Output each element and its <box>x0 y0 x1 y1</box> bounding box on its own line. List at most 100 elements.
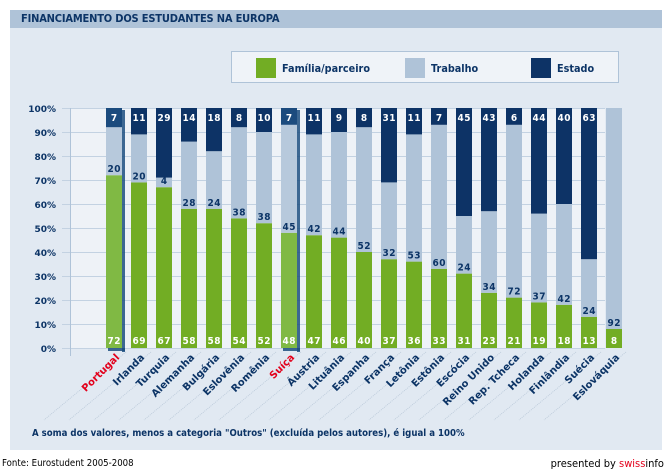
highlight-shadow <box>297 110 300 352</box>
bar-segment-famliaparceiro <box>556 304 572 348</box>
data-label-familia: 19 <box>533 336 546 347</box>
bar-segment-trabalho <box>481 211 497 293</box>
bar-segment-estado <box>556 108 572 204</box>
data-label-estado: 18 <box>208 113 221 124</box>
legend-swatch-estado <box>531 58 551 78</box>
bar-segment-famliaparceiro <box>306 235 322 348</box>
bar-segment-estado <box>181 108 197 142</box>
bar-segment-famliaparceiro <box>381 259 397 348</box>
legend-item-estado: Estado <box>531 58 599 78</box>
bar-segment-trabalho <box>431 124 447 269</box>
bar-segment-famliaparceiro <box>506 297 522 348</box>
presented-by[interactable]: presented by swissinfo <box>551 457 664 470</box>
data-label-trabalho: 34 <box>483 282 496 293</box>
data-label-estado: 10 <box>258 113 271 124</box>
bar-segment-famliaparceiro <box>131 182 147 348</box>
bar-segment-famliaparceiro <box>406 261 422 348</box>
bar-segment-trabalho <box>256 132 272 224</box>
bar-segment-estado <box>106 108 122 128</box>
data-label-familia: 13 <box>583 336 596 347</box>
category-guide-line <box>468 351 552 421</box>
bar-segment-famliaparceiro <box>481 292 497 348</box>
bar-segment-famliaparceiro <box>206 208 222 348</box>
data-label-familia: 36 <box>408 336 421 347</box>
y-tick-label: 60% <box>34 201 56 211</box>
y-tick-label: 30% <box>34 273 56 283</box>
bar-segment-famliaparceiro <box>281 232 297 348</box>
data-label-estado: 8 <box>236 113 242 124</box>
bar-segment-famliaparceiro <box>581 316 597 348</box>
data-label-familia: 31 <box>458 336 471 347</box>
category-guide-line <box>43 351 127 421</box>
bar-segment-trabalho <box>131 134 147 183</box>
data-label-trabalho: 52 <box>358 241 371 252</box>
bar-segment-estado <box>356 108 372 128</box>
category-guide-line <box>418 351 502 421</box>
bar-segment-famliaparceiro <box>156 187 172 348</box>
y-tick-label: 0% <box>41 345 56 355</box>
data-label-familia: 23 <box>483 336 496 347</box>
legend-label-familia: Família/parceiro <box>282 61 370 75</box>
y-tick-label: 90% <box>34 129 56 139</box>
x-tick-label: Portugal <box>80 352 122 394</box>
category-guide-line <box>293 351 377 421</box>
data-label-familia: 52 <box>258 336 271 347</box>
y-tick-label: 10% <box>34 321 56 331</box>
y-tick-label: 80% <box>34 153 56 163</box>
bar-segment-famliaparceiro <box>106 175 122 348</box>
y-tick-label: 100% <box>28 105 56 115</box>
bar-segment-estado <box>456 108 472 216</box>
legend-label-estado: Estado <box>557 61 595 75</box>
data-label-familia: 58 <box>183 336 196 347</box>
bar-segment-trabalho <box>406 134 422 262</box>
data-label-trabalho: 92 <box>608 318 621 329</box>
brand-info: info <box>645 457 664 470</box>
bar-segment-famliaparceiro <box>331 237 347 348</box>
y-tick-label: 40% <box>34 249 56 259</box>
data-label-estado: 44 <box>533 113 546 124</box>
data-label-trabalho: 37 <box>533 291 546 302</box>
brand-swiss: swiss <box>619 457 646 470</box>
data-label-trabalho: 4 <box>161 176 167 187</box>
data-label-trabalho: 38 <box>258 212 271 223</box>
bar-segment-estado <box>581 108 597 260</box>
data-label-estado: 63 <box>583 113 596 124</box>
category-guide-line <box>93 351 177 421</box>
bar-segment-estado <box>331 108 347 132</box>
category-guide-line <box>168 351 252 421</box>
category-guide-line <box>493 351 577 421</box>
data-label-estado: 9 <box>336 113 342 124</box>
data-label-trabalho: 24 <box>458 263 471 274</box>
data-label-trabalho: 28 <box>183 198 196 209</box>
data-label-estado: 7 <box>286 113 292 124</box>
bar-segment-trabalho <box>331 132 347 238</box>
data-label-familia: 37 <box>383 336 396 347</box>
data-label-familia: 18 <box>558 336 571 347</box>
bar-segment-trabalho <box>606 108 622 329</box>
highlight-shadow <box>122 110 125 352</box>
bar-segment-trabalho <box>456 216 472 274</box>
category-guide-line <box>268 351 352 421</box>
data-label-trabalho: 38 <box>233 207 246 218</box>
data-label-trabalho: 72 <box>508 287 521 298</box>
bar-segment-estado <box>281 108 297 125</box>
bar-segment-estado <box>381 108 397 183</box>
bar-segment-trabalho <box>156 177 172 188</box>
category-guide-line <box>368 351 452 421</box>
category-guide-line <box>193 351 277 421</box>
bar-segment-estado <box>431 108 447 125</box>
y-tick-label: 20% <box>34 297 56 307</box>
data-label-familia: 69 <box>133 336 146 347</box>
bar-segment-estado <box>481 108 497 212</box>
category-guide-line <box>543 351 627 421</box>
data-label-estado: 7 <box>111 113 117 124</box>
data-label-estado: 7 <box>436 113 442 124</box>
data-label-familia: 40 <box>358 336 371 347</box>
data-label-familia: 46 <box>333 336 346 347</box>
category-guide-line <box>318 351 402 421</box>
category-guide-line <box>443 351 527 421</box>
bar-segment-trabalho <box>206 151 222 209</box>
data-label-estado: 11 <box>408 113 421 124</box>
chart-title: FINANCIAMENTO DOS ESTUDANTES NA EUROPA <box>21 12 280 25</box>
